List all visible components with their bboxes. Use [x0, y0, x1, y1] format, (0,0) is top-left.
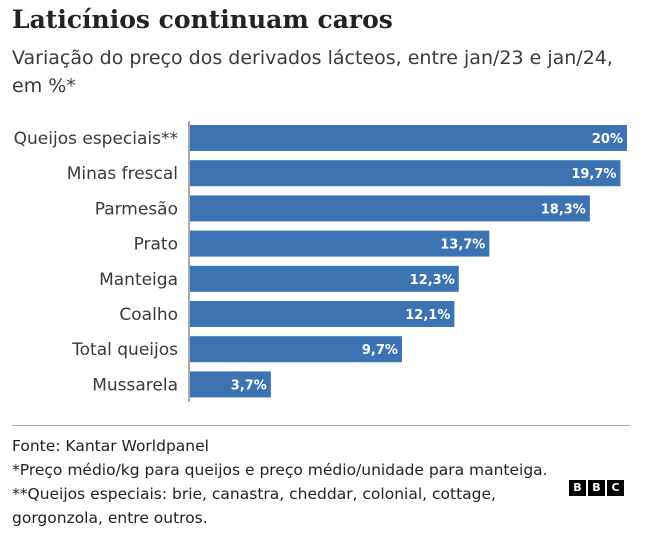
value-label: 20%: [592, 132, 623, 147]
category-label: Manteiga: [99, 270, 178, 290]
bar: [190, 371, 271, 398]
source-note: Fonte: Kantar Worldpanel: [12, 437, 209, 455]
chart-subtitle: Variação do preço dos derivados lácteos,…: [12, 47, 613, 97]
category-label: Parmesão: [95, 199, 178, 219]
category-label: Mussarela: [92, 375, 178, 395]
bbc-logo: B B C: [569, 480, 624, 496]
value-label: 13,7%: [440, 238, 485, 253]
value-label: 3,7%: [231, 378, 267, 393]
category-label: Minas frescal: [67, 164, 178, 184]
value-label: 19,7%: [571, 167, 616, 182]
category-label: Prato: [134, 235, 178, 255]
value-label: 12,3%: [410, 273, 455, 288]
bar: [190, 125, 627, 151]
category-label: Queijos especiais**: [14, 129, 178, 149]
bar: [190, 230, 490, 257]
category-label: Total queijos: [71, 340, 178, 360]
bar: [190, 265, 459, 292]
bar: [190, 160, 621, 187]
footnote-special-cheeses: **Queijos especiais: brie, canastra, che…: [12, 485, 496, 527]
bar-chart: Queijos especiais** 20% Minas frescal 19,7%…: [14, 121, 627, 402]
value-label: 9,7%: [362, 343, 398, 358]
bar: [190, 336, 402, 363]
chart-title: Laticínios continuam caros: [12, 5, 393, 34]
bbc-logo-letter: B: [569, 480, 586, 496]
value-label: 12,1%: [405, 308, 450, 323]
footer-notes: Fonte: Kantar Worldpanel *Preço médio/kg…: [12, 434, 557, 530]
bbc-logo-letter: C: [607, 480, 624, 496]
value-label: 18,3%: [541, 202, 586, 217]
bar: [190, 195, 590, 222]
bar: [190, 301, 455, 327]
bbc-logo-letter: B: [588, 480, 605, 496]
category-label: Coalho: [119, 305, 178, 325]
footer-divider: [12, 425, 630, 426]
footnote-price: *Preço médio/kg para queijos e preço méd…: [12, 461, 548, 479]
